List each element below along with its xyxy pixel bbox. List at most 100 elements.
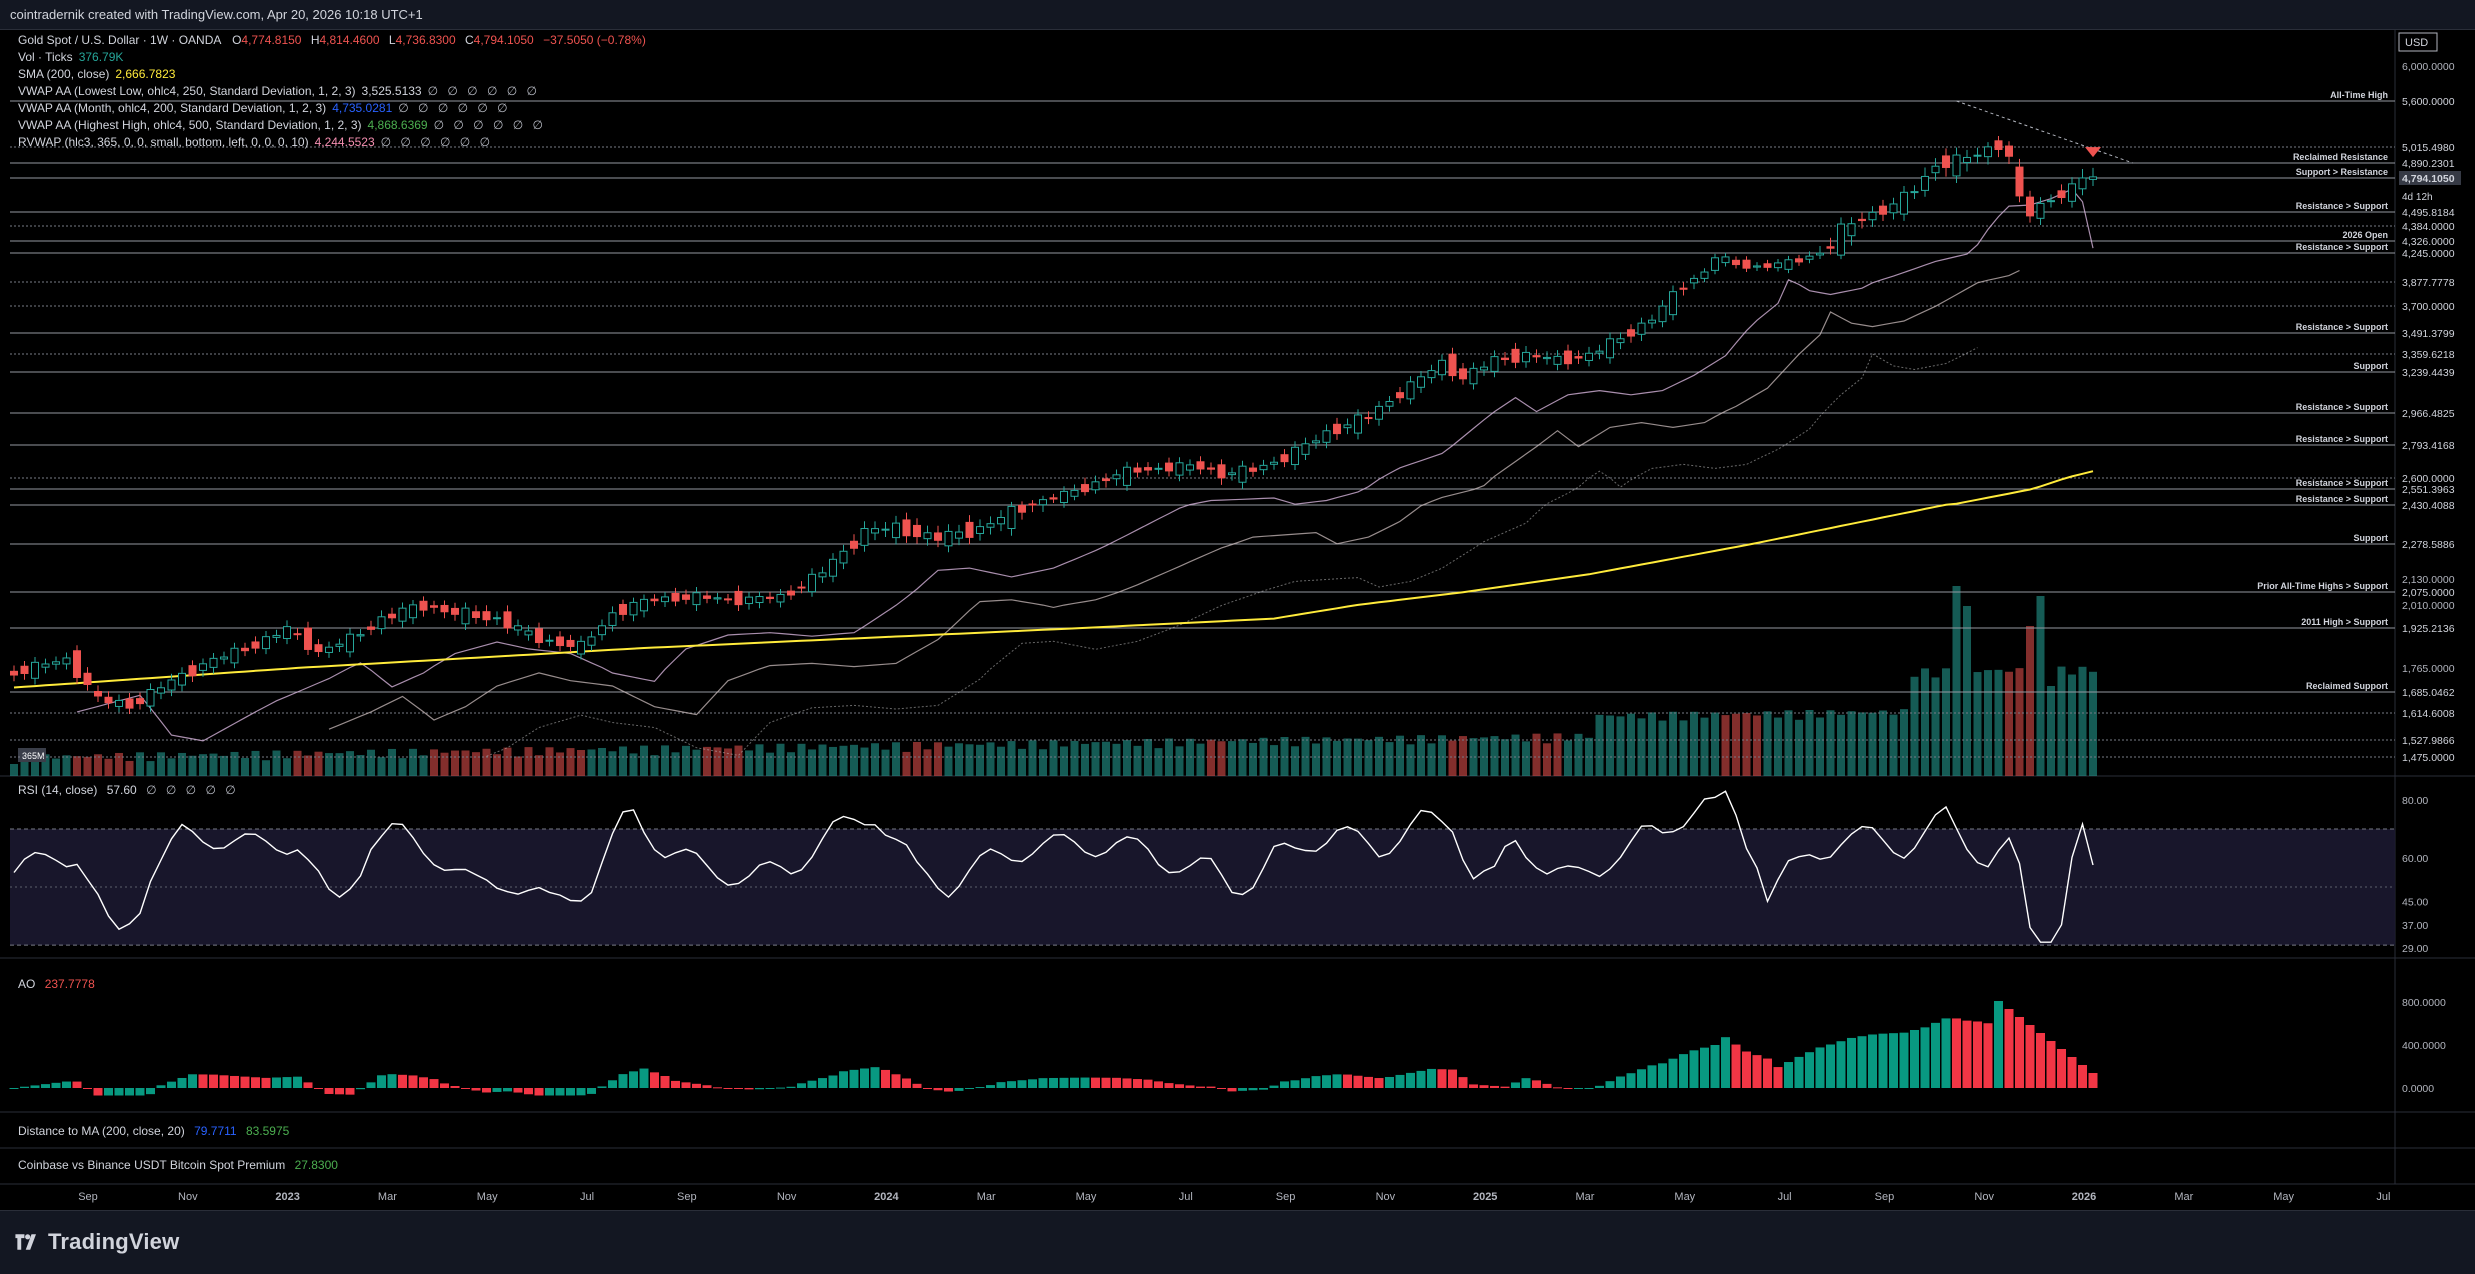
ao-bar (366, 1082, 376, 1088)
price-tag: 1,685.0462 (2402, 687, 2455, 699)
distance-ma-label: Distance to MA (200, close, 20) (18, 1124, 185, 1138)
candle-body (1721, 256, 1730, 264)
candle-body (556, 636, 564, 647)
volume-bar (1805, 709, 1814, 776)
ao-bar (1847, 1037, 1856, 1088)
legend-vwap-high-row: VWAP AA (Highest High, ohlc4, 500, Stand… (18, 118, 546, 132)
ao-bar (996, 1082, 1006, 1088)
volume-bar (818, 744, 827, 776)
ao-bar (1994, 1001, 2003, 1088)
volume-bar (188, 755, 197, 776)
legend-close-label: C (465, 33, 474, 47)
volume-bar (1753, 715, 1761, 776)
volume-bar (2078, 666, 2087, 776)
ao-bar (1154, 1081, 1163, 1088)
candle-body (1532, 355, 1541, 358)
volume-bar (1438, 735, 1446, 776)
ao-bar (156, 1085, 166, 1088)
ao-bar (1752, 1055, 1762, 1088)
volume-bar (1133, 745, 1142, 776)
volume-bar (304, 755, 312, 776)
tradingview-logo[interactable]: TradingView (12, 1229, 179, 1255)
ao-bar (1070, 1077, 1079, 1088)
price-tag: 2,551.3963 (2402, 484, 2455, 496)
rsi-legend: RSI (14, close) 57.60 ∅ ∅ ∅ ∅ ∅ (18, 783, 239, 797)
candle-body (1679, 287, 1688, 290)
ao-bar (1616, 1076, 1625, 1088)
ao-bar (765, 1088, 775, 1089)
chart-canvas[interactable]: USD 365M All-Time High 5,600.0000 5,015.4980… (0, 0, 2475, 1210)
volume-bar (1679, 720, 1688, 776)
volume-bar (2015, 668, 2024, 776)
volume-bar (703, 746, 711, 776)
volume-bar (1112, 743, 1121, 776)
level-label: Resistance > Support (2296, 494, 2388, 504)
candle-body (692, 592, 701, 606)
level-label: 2011 High > Support (2301, 617, 2388, 627)
candle-body (1522, 351, 1530, 363)
price-tag: 3,359.6218 (2402, 349, 2455, 361)
volume-bar (136, 752, 144, 776)
volume-bar (797, 743, 806, 776)
price-tag: 4,495.8184 (2402, 207, 2455, 219)
volume-bar (1228, 741, 1236, 776)
volume-bar (1994, 669, 2003, 776)
volume-bar (1900, 709, 1908, 776)
price-tag-bg (2399, 246, 2461, 260)
time-axis-tick: Sep (78, 1191, 98, 1203)
ao-bar (20, 1086, 29, 1088)
time-axis-tick: 2023 (275, 1191, 299, 1203)
ao-bar (1794, 1056, 1804, 1088)
time-axis-tick: Jul (1179, 1191, 1193, 1203)
volume-bar (1847, 711, 1856, 776)
time-axis-tick: May (477, 1191, 498, 1203)
ao-bar (807, 1080, 817, 1088)
candle-body (860, 528, 869, 546)
volume-bar (1291, 746, 1299, 776)
candle-body (1921, 175, 1929, 191)
candle-body (178, 672, 186, 686)
ao-bar (198, 1074, 208, 1088)
volume-bar (251, 750, 260, 776)
candle-body (1564, 350, 1572, 365)
candle-body (1574, 356, 1583, 359)
volume-bar (146, 761, 155, 776)
volume-bar (451, 750, 459, 776)
price-tag-bg (2399, 621, 2461, 635)
candle-body (1711, 257, 1719, 271)
volume-bar (272, 750, 281, 776)
legend-sma-label: SMA (200, close) (18, 67, 110, 81)
candle-body (293, 633, 302, 636)
ao-bar (1143, 1079, 1153, 1088)
candle-body (797, 586, 806, 589)
volume-bar (62, 755, 71, 776)
ao-bar (2057, 1049, 2066, 1088)
ao-bar (1553, 1087, 1562, 1089)
ao-bar (1343, 1074, 1352, 1088)
candle-body (272, 634, 281, 638)
candle-body (1942, 155, 1950, 168)
candle-body (1385, 401, 1394, 407)
volume-bar (1049, 740, 1058, 776)
volume-bar (734, 745, 743, 776)
price-tag: 4,890.2301 (2402, 158, 2455, 170)
ao-bar (1248, 1088, 1258, 1091)
volume-bar (83, 756, 92, 776)
volume-bar (1375, 736, 1383, 776)
ao-bar (1490, 1085, 1499, 1088)
candle-body (220, 656, 228, 660)
volume-bar (1081, 743, 1089, 776)
ao-bar (209, 1074, 218, 1088)
ao-bar (839, 1071, 848, 1088)
candle-body (1459, 368, 1467, 380)
volume-bar (262, 760, 270, 776)
volume-bar (808, 749, 816, 776)
price-tag: 2,966.4825 (2402, 408, 2455, 420)
ao-bar (954, 1088, 964, 1091)
ao-bar (965, 1088, 974, 1089)
ao-bar (1164, 1083, 1174, 1088)
price-tag: 3,491.3799 (2402, 328, 2455, 340)
candle-body (997, 516, 1005, 525)
candle-body (1931, 165, 1940, 174)
volume-bar (20, 753, 29, 776)
